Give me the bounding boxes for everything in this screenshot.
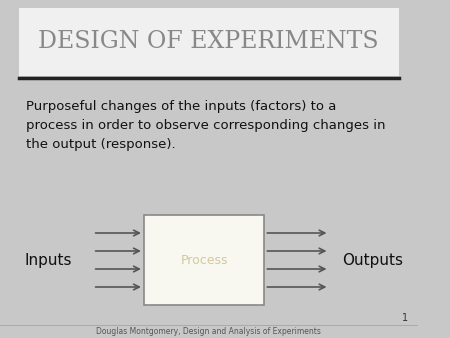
Text: Inputs: Inputs	[24, 252, 72, 267]
Text: Douglas Montgomery, Design and Analysis of Experiments: Douglas Montgomery, Design and Analysis …	[96, 328, 321, 337]
Text: DESIGN OF EXPERIMENTS: DESIGN OF EXPERIMENTS	[38, 30, 379, 53]
Bar	[144, 215, 265, 305]
Text: Purposeful changes of the inputs (factors) to a
process in order to observe corr: Purposeful changes of the inputs (factor…	[26, 100, 386, 151]
Text: Outputs: Outputs	[342, 252, 404, 267]
Text: 1: 1	[402, 313, 408, 323]
Text: Process: Process	[180, 254, 228, 266]
Bar	[18, 8, 399, 76]
